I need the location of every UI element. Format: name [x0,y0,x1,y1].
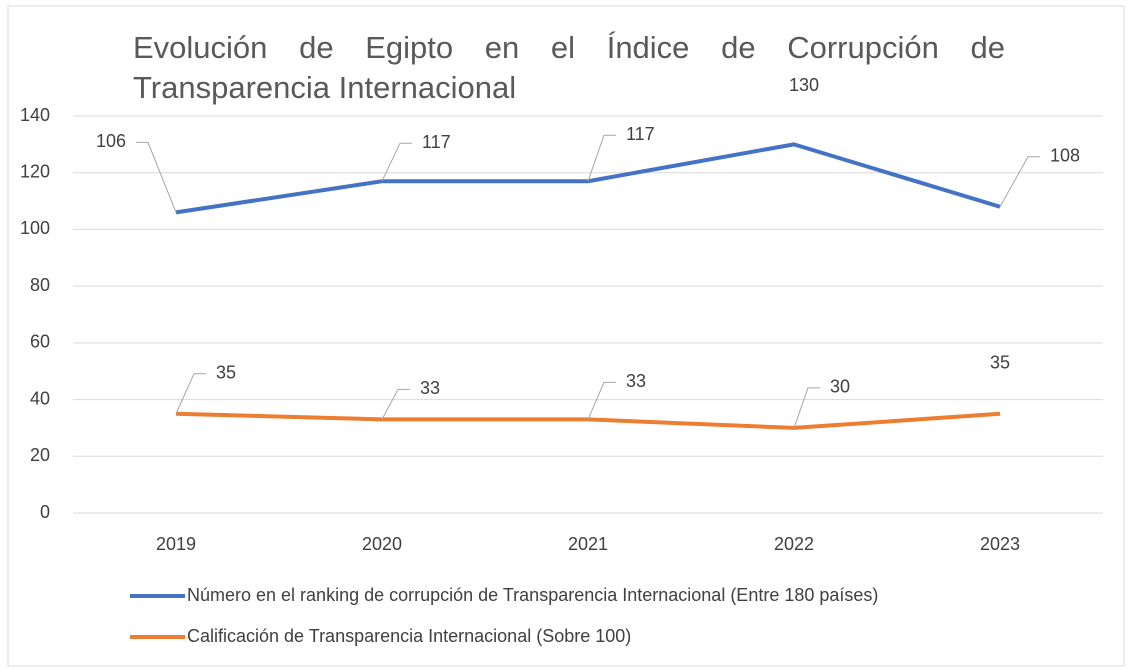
data-line [175,411,1001,430]
data-line [175,142,1001,215]
leader-line [793,387,820,429]
legend-label: Calificación de Transparencia Internacio… [187,626,631,646]
data-label: 35 [216,363,236,383]
leader-line [381,142,412,182]
x-tick-label: 2019 [156,534,196,554]
leader-line [587,134,616,182]
y-tick-label: 40 [30,388,50,408]
y-tick-label: 20 [30,445,50,465]
x-tick-label: 2023 [980,534,1020,554]
chart-border [7,5,1125,667]
data-label: 130 [789,75,819,95]
x-tick-label: 2021 [568,534,608,554]
data-label: 33 [420,378,440,398]
y-tick-label: 140 [20,105,50,125]
x-tick-label: 2022 [774,534,814,554]
leader-line [999,156,1040,207]
leader-line [136,141,177,213]
legend-label: Número en el ranking de corrupción de Tr… [187,585,878,605]
y-tick-label: 120 [20,161,50,181]
data-label: 35 [990,353,1010,373]
y-tick-label: 0 [40,502,50,522]
y-tick-label: 100 [20,218,50,238]
data-label: 117 [626,124,655,144]
leader-line [175,373,206,414]
data-label: 117 [422,132,451,152]
leader-line [587,381,616,420]
data-label: 30 [830,377,850,397]
data-label: 108 [1050,145,1080,165]
y-tick-label: 60 [30,332,50,352]
leader-line [381,388,410,420]
data-label: 106 [96,131,126,151]
chart-title: Evolución de Egipto en el Índice de Corr… [133,30,1005,105]
data-label: 33 [626,371,646,391]
y-tick-label: 80 [30,275,50,295]
x-tick-label: 2020 [362,534,402,554]
